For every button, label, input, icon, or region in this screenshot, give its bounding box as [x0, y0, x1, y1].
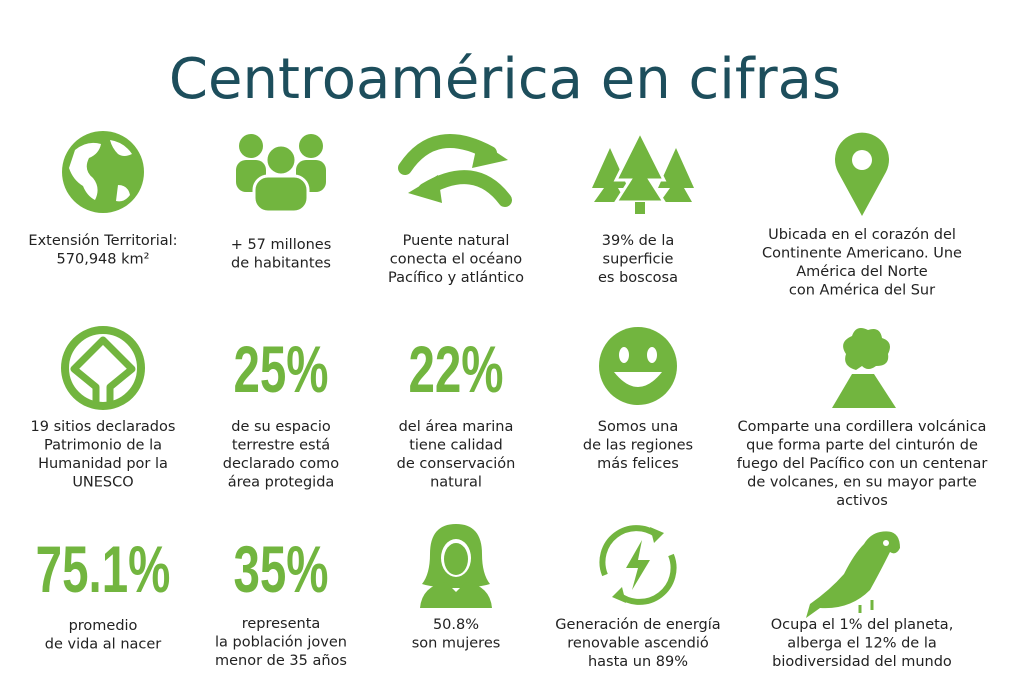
caption-line: de vida al nacer	[45, 637, 162, 653]
caption-line: renovable ascendió	[567, 636, 709, 652]
caption-line: 570,948 km²	[57, 252, 150, 268]
caption-line: + 57 millones	[231, 237, 332, 253]
smiley-icon	[599, 327, 677, 405]
caption-line: del área marina	[399, 419, 514, 435]
caption-line: con América del Sur	[789, 283, 935, 299]
caption-line: es boscosa	[598, 270, 678, 286]
pin-icon	[834, 132, 889, 216]
caption-line: menor de 35 años	[215, 653, 347, 669]
caption-line: fuego del Pacífico con un centenar	[737, 456, 988, 472]
caption-line: de conservación	[397, 456, 516, 472]
caption-line: alberga el 12% de la	[787, 636, 937, 652]
caption-line: biodiversidad del mundo	[772, 654, 952, 670]
caption-line: Extensión Territorial:	[28, 233, 177, 249]
caption-line: área protegida	[228, 475, 335, 491]
trees-icon	[592, 128, 694, 214]
arrows-icon	[398, 134, 512, 207]
caption-line: son mujeres	[412, 636, 501, 652]
caption-line: Generación de energía	[555, 617, 720, 633]
big-figure: 25%	[233, 333, 328, 406]
caption-line: representa	[242, 616, 321, 632]
caption-line: Ubicada en el corazón del	[768, 227, 956, 243]
caption-line: hasta un 89%	[588, 654, 688, 670]
caption-line: terrestre está	[232, 438, 330, 454]
parrot-icon	[806, 531, 900, 618]
caption-line: Continente Americano. Une	[762, 246, 962, 262]
caption-line: Pacífico y atlántico	[388, 270, 524, 286]
caption-line: superficie	[603, 252, 674, 268]
caption-line: de las regiones	[583, 438, 693, 454]
caption-line: de su espacio	[231, 419, 331, 435]
caption-line: 19 sitios declarados	[31, 419, 176, 435]
caption-line: promedio	[69, 618, 138, 634]
heritage-icon	[61, 326, 145, 410]
title: Centroamérica en cifras	[169, 47, 841, 112]
big-figure: 22%	[408, 333, 503, 406]
caption-line: tiene calidad	[409, 438, 503, 454]
caption-line: Comparte una cordillera volcánica	[738, 419, 987, 435]
caption-line: activos	[836, 493, 888, 509]
caption-line: de habitantes	[231, 256, 331, 272]
caption-line: natural	[430, 475, 482, 491]
caption-line: 50.8%	[433, 617, 479, 633]
caption-line: Puente natural	[403, 233, 510, 249]
caption-line: UNESCO	[72, 475, 133, 491]
caption-line: Humanidad por la	[38, 456, 168, 472]
woman-icon	[420, 524, 492, 608]
big-figure: 35%	[233, 533, 328, 606]
caption-line: que forma parte del cinturón de	[746, 438, 978, 454]
caption-line: Patrimonio de la	[44, 438, 162, 454]
caption-line: conecta el océano	[390, 252, 523, 268]
people-icon	[236, 134, 326, 214]
caption-line: Ocupa el 1% del planeta,	[771, 617, 954, 633]
volcano-icon	[832, 328, 896, 408]
caption-line: de volcanes, en su mayor parte	[747, 475, 977, 491]
caption-line: la población joven	[215, 635, 347, 651]
big-figure: 75.1%	[36, 533, 171, 606]
globe-icon	[62, 131, 144, 213]
energy-icon	[599, 525, 677, 605]
caption-line: más felices	[597, 456, 679, 472]
caption-line: 39% de la	[602, 233, 675, 249]
caption-line: América del Norte	[796, 264, 928, 280]
caption-line: declarado como	[223, 456, 340, 472]
caption-line: Somos una	[598, 419, 679, 435]
